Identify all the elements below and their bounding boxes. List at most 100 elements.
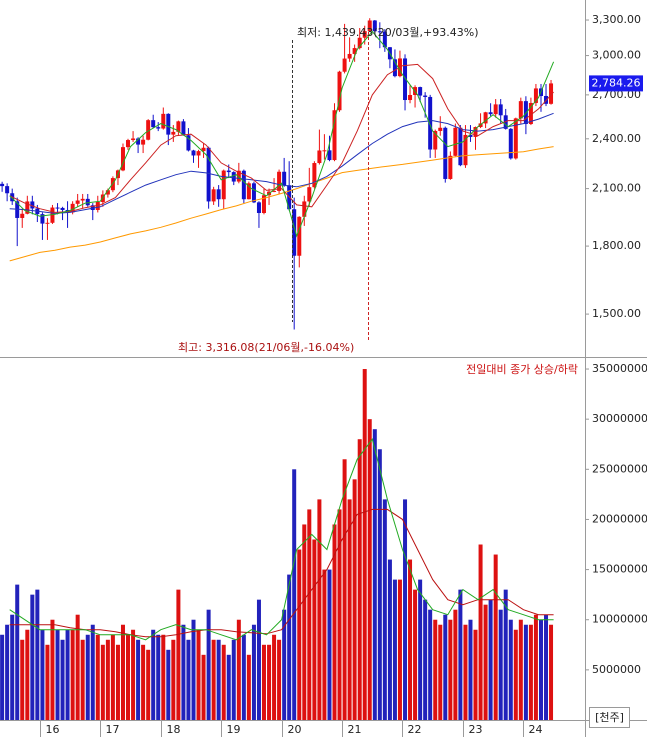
volume-bar xyxy=(176,589,181,720)
y-tick-label: 1,500.00 xyxy=(592,307,641,320)
candle-body xyxy=(0,183,5,187)
moving-average-line xyxy=(9,63,554,213)
volume-bar xyxy=(503,589,508,720)
volume-bar xyxy=(357,439,362,720)
candle-body xyxy=(428,96,433,150)
candle-body xyxy=(433,130,438,150)
candle-body xyxy=(85,198,90,206)
candle-body xyxy=(272,190,277,192)
candle-body xyxy=(403,58,408,101)
volume-bar xyxy=(408,559,413,720)
volume-bar xyxy=(65,629,70,720)
x-tick-label: 20 xyxy=(288,723,302,736)
candle-body xyxy=(201,147,206,152)
candle-body xyxy=(473,127,478,137)
volume-bar xyxy=(20,639,25,720)
volume-bar xyxy=(282,609,287,720)
volume-bar xyxy=(246,654,251,720)
candle-body xyxy=(75,200,80,204)
volume-bar xyxy=(120,624,125,720)
volume-bar xyxy=(297,549,302,720)
candle-body xyxy=(80,198,85,201)
volume-bar xyxy=(397,579,402,720)
volume-bar xyxy=(186,639,191,720)
volume-bar xyxy=(70,629,75,720)
candle-body xyxy=(186,135,191,151)
candle-body xyxy=(418,87,423,96)
volume-bar xyxy=(100,644,105,720)
candle-body xyxy=(166,113,171,135)
volume-bar xyxy=(518,619,523,720)
x-tick-label: 16 xyxy=(46,723,60,736)
volume-bar xyxy=(372,429,377,720)
volume-bar xyxy=(125,634,130,720)
volume-bar xyxy=(433,619,438,720)
volume-bar xyxy=(478,544,483,720)
candle-body xyxy=(70,203,75,213)
candle-body xyxy=(30,201,35,209)
candle-body xyxy=(171,131,176,135)
y-tick-label: 3,000.00 xyxy=(592,49,641,62)
candle-body xyxy=(453,127,458,156)
y-tick-label: 15000000 xyxy=(592,563,647,576)
volume-bar xyxy=(181,624,186,720)
volume-bar xyxy=(241,634,246,720)
candle-body xyxy=(549,83,554,104)
moving-average-line xyxy=(9,146,554,262)
volume-bar xyxy=(413,589,418,720)
volume-bar xyxy=(206,609,211,720)
candle-body xyxy=(221,170,226,200)
candle-body xyxy=(136,138,141,145)
volume-bar xyxy=(196,629,201,720)
candle-body xyxy=(176,121,181,132)
volume-bar xyxy=(267,644,272,720)
volume-bar xyxy=(236,619,241,720)
candle-body xyxy=(377,31,382,33)
candle-body xyxy=(196,151,201,156)
volume-bar xyxy=(211,639,216,720)
candle-body xyxy=(367,20,372,32)
candle-body xyxy=(297,216,302,256)
candle-body xyxy=(105,190,110,195)
volume-bar xyxy=(488,599,493,720)
volume-bar xyxy=(251,624,256,720)
volume-bar xyxy=(90,624,95,720)
volume-bar xyxy=(292,469,297,720)
volume-bar xyxy=(105,639,110,720)
x-tick-label: 24 xyxy=(529,723,543,736)
volume-bar xyxy=(146,649,151,720)
candle-body xyxy=(161,113,166,129)
candle-body xyxy=(151,120,156,128)
volume-bar xyxy=(221,644,226,720)
candle-body xyxy=(317,150,322,164)
candle-body xyxy=(216,189,221,200)
candle-body xyxy=(463,134,468,166)
volume-bar xyxy=(35,589,40,720)
volume-bar xyxy=(171,639,176,720)
price-plot xyxy=(0,18,555,330)
volume-bar xyxy=(141,644,146,720)
last-price-label: 2,784.26 xyxy=(592,76,641,89)
candle-body xyxy=(423,95,428,97)
candle-body xyxy=(498,104,503,116)
candle-body xyxy=(508,128,513,159)
candle-body xyxy=(302,201,307,217)
y-tick-label: 10000000 xyxy=(592,613,647,626)
candle-body xyxy=(120,147,125,171)
candle-body xyxy=(478,123,483,128)
moving-average-line xyxy=(9,438,554,641)
volume-bar xyxy=(352,479,357,720)
volume-bar xyxy=(261,644,266,720)
volume-bar xyxy=(151,629,156,720)
volume-bar xyxy=(387,559,392,720)
volume-bar xyxy=(418,579,423,720)
volume-bar xyxy=(463,624,468,720)
volume-bar xyxy=(216,639,221,720)
x-tick-label: 19 xyxy=(227,723,241,736)
candle-body xyxy=(156,127,161,129)
volume-bar xyxy=(458,589,463,720)
candle-body xyxy=(337,71,342,111)
volume-bar xyxy=(533,614,538,720)
volume-bar xyxy=(473,629,478,720)
